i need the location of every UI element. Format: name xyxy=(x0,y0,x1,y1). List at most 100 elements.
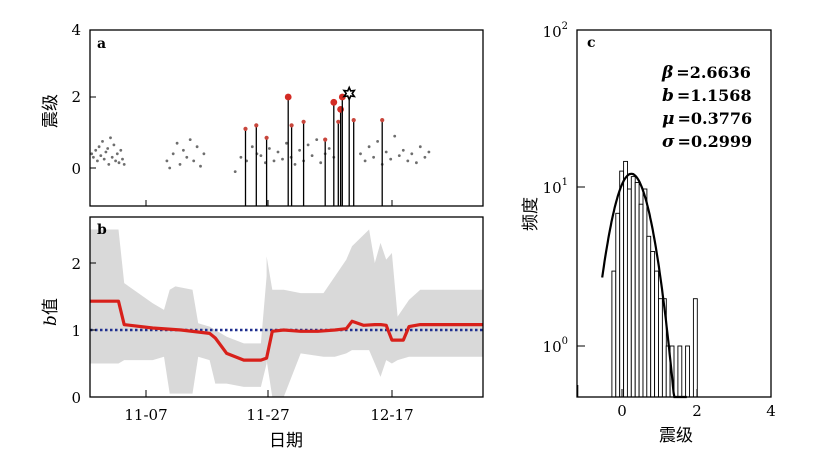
event-dot xyxy=(168,166,172,170)
event-marker xyxy=(380,118,385,123)
event-dot xyxy=(418,145,422,149)
event-dot xyxy=(96,159,99,163)
panel-b-ylabel-symbol: b xyxy=(41,315,61,326)
event-dot xyxy=(315,138,319,142)
panel-a-ytick-4: 4 xyxy=(71,21,81,39)
b-value-line xyxy=(90,299,483,362)
event-marker xyxy=(337,106,344,113)
panel-c: 102 101 100 0 2 4 c 频度 震级 β =2.6636 b =1.1… xyxy=(521,21,776,446)
panel-a-ytick-2: 2 xyxy=(71,88,81,106)
stat-b: b =1.1568 xyxy=(662,86,752,106)
event-dot xyxy=(90,152,94,156)
histogram-bar xyxy=(638,203,644,398)
event-marker xyxy=(243,126,248,131)
histogram-bar xyxy=(677,345,683,398)
event-dot xyxy=(102,157,106,161)
event-dot xyxy=(99,154,103,158)
fit-curve xyxy=(601,172,687,399)
panel-b: 2 1 0 11-07 11-27 12-17 b b值 日期 xyxy=(41,216,484,451)
panel-b-ytick-1: 1 xyxy=(71,322,81,340)
panel-b-ylabel-text: 值 xyxy=(41,298,61,315)
histogram-bar xyxy=(642,188,648,398)
event-dot xyxy=(175,141,179,145)
event-dot xyxy=(406,159,410,163)
event-dot xyxy=(185,155,189,159)
panel-b-y-ticks: 2 1 0 xyxy=(71,255,96,407)
panel-a-marks xyxy=(90,85,431,206)
panel-b-xlabel: 日期 xyxy=(269,431,303,451)
event-dot xyxy=(106,147,110,150)
panel-a-ylabel: 震级 xyxy=(41,94,61,128)
event-marker xyxy=(323,137,328,142)
panel-b-xtick-1107: 11-07 xyxy=(124,406,167,424)
event-dot xyxy=(384,150,388,154)
event-dot xyxy=(327,147,331,150)
histogram-bar xyxy=(654,270,659,398)
panel-c-ylabel: 频度 xyxy=(521,197,541,231)
panel-c-y-ticks: 102 101 100 xyxy=(543,21,585,356)
panel-a: 4 2 0 a 震级 xyxy=(41,21,484,207)
event-dot xyxy=(112,143,116,147)
panel-b-marks xyxy=(90,229,483,397)
histogram-bar xyxy=(658,298,663,398)
event-dot xyxy=(427,150,431,154)
panel-c-xlabel: 震级 xyxy=(659,426,693,446)
event-dot xyxy=(239,155,243,159)
event-dot xyxy=(276,150,280,154)
histogram-bar xyxy=(692,298,698,398)
event-dot xyxy=(114,159,117,163)
mainshock-star xyxy=(342,85,357,102)
stat-mu: μ =0.3776 xyxy=(662,109,752,129)
panel-b-xtick-1217: 12-17 xyxy=(370,406,413,424)
event-dot xyxy=(259,154,263,158)
panel-a-x-ticks xyxy=(145,200,393,206)
histogram-bar xyxy=(650,251,656,398)
event-marker xyxy=(289,123,294,128)
event-dot xyxy=(171,152,175,156)
event-dot xyxy=(104,150,108,154)
panel-b-ytick-0: 0 xyxy=(71,389,81,407)
event-dot xyxy=(202,152,206,156)
event-dot xyxy=(268,147,271,150)
stat-beta: β =2.6636 xyxy=(661,63,751,83)
panel-c-ytick-1: 100 xyxy=(543,336,568,356)
panel-c-xtick-4: 4 xyxy=(766,402,776,420)
confidence-band xyxy=(90,229,483,397)
event-dot xyxy=(393,134,397,138)
panel-c-marks xyxy=(577,160,698,399)
event-dot xyxy=(397,154,401,158)
event-dot xyxy=(110,155,114,159)
event-dot xyxy=(310,154,314,158)
event-dot xyxy=(188,138,192,142)
event-dot xyxy=(319,161,323,165)
event-dot xyxy=(367,145,371,149)
event-dot xyxy=(415,161,418,165)
event-marker xyxy=(336,119,341,124)
histogram-bar xyxy=(646,235,652,398)
event-dot xyxy=(281,157,284,161)
event-dot xyxy=(115,152,119,156)
event-dot xyxy=(250,145,254,149)
event-dot xyxy=(94,148,98,152)
event-dot xyxy=(165,159,169,163)
event-dot xyxy=(372,155,375,159)
event-dot xyxy=(359,152,362,156)
histogram-bar xyxy=(685,345,690,398)
panel-c-ytick-100: 102 xyxy=(543,21,568,41)
event-dot xyxy=(423,155,427,159)
event-dot xyxy=(376,140,379,143)
event-dot xyxy=(192,159,196,163)
event-dot xyxy=(122,163,126,166)
stat-sigma: σ =0.2999 xyxy=(662,132,752,152)
event-dot xyxy=(389,157,393,161)
panel-a-letter: a xyxy=(97,36,106,52)
panel-b-ylabel: b值 xyxy=(41,298,61,326)
histogram-bar xyxy=(623,160,628,398)
event-marker xyxy=(254,123,259,128)
event-dot xyxy=(107,163,111,166)
event-dot xyxy=(363,159,367,163)
histogram-bar xyxy=(634,182,640,398)
event-dot xyxy=(233,170,237,174)
panel-c-xtick-2: 2 xyxy=(692,402,702,420)
event-dot xyxy=(285,141,288,145)
